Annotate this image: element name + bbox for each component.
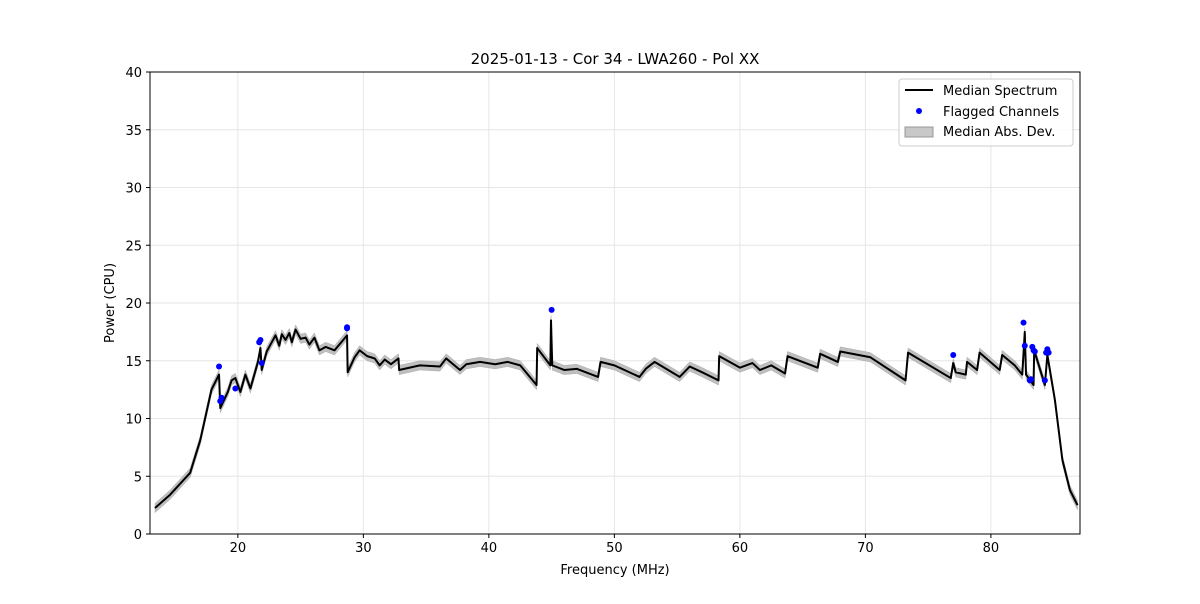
y-tick-label: 10 [125,413,142,428]
median-line-group [154,319,1079,509]
y-axis-label: Power (CPU) [103,263,118,343]
x-ticks: 20 30 40 50 60 70 80 [230,534,1000,556]
y-tick-label: 0 [134,528,142,543]
legend: Median Spectrum Flagged Channels Median … [898,78,1074,147]
x-tick-label: 50 [606,541,623,556]
flagged-channel-point [257,336,264,343]
x-tick-label: 60 [732,541,749,556]
flagged-channel-point [1020,319,1027,326]
flagged-channel-point [1021,342,1028,349]
flagged-channel-point [218,394,225,401]
flagged-channel-point [258,360,265,367]
flagged-points-group [216,306,1052,405]
chart-title: 2025-01-13 - Cor 34 - LWA260 - Pol XX [471,50,760,68]
x-tick-label: 20 [230,541,247,556]
grid [150,71,1080,535]
y-tick-label: 20 [125,297,142,312]
y-tick-label: 30 [125,182,142,197]
mad-band-group [154,315,1078,514]
x-tick-label: 40 [481,541,498,556]
legend-mad: Median Abs. Dev. [943,125,1055,140]
y-tick-label: 5 [134,470,142,485]
flagged-channel-point [548,306,555,313]
x-tick-label: 80 [983,541,1000,556]
flagged-channel-point [344,325,351,332]
x-tick-label: 30 [355,541,372,556]
y-tick-label: 15 [125,355,142,370]
flagged-channel-point [232,385,239,392]
flagged-channel-point [1045,349,1052,356]
mad-band [154,315,1078,514]
legend-band-swatch [904,126,934,138]
legend-median: Median Spectrum [943,84,1057,99]
x-axis-label: Frequency (MHz) [560,563,669,578]
flagged-channel-point [1041,377,1048,384]
legend-box [898,78,1074,147]
flagged-channel-point [950,351,957,358]
flagged-channel-point [1031,348,1038,355]
median-spectrum-line [154,319,1079,509]
y-tick-label: 40 [125,66,142,81]
y-ticks: 0 5 10 15 20 25 30 35 40 [125,66,150,543]
flagged-channel-point [1028,376,1035,383]
flagged-channel-point [216,363,223,370]
y-tick-label: 25 [125,239,142,254]
y-tick-label: 35 [125,124,142,139]
legend-flagged: Flagged Channels [943,105,1059,120]
legend-dot-swatch [916,108,922,114]
x-tick-label: 70 [857,541,874,556]
